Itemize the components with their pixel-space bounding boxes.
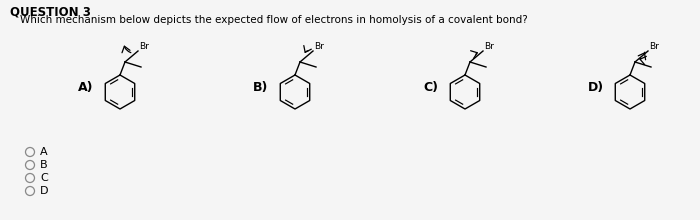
Text: Br: Br [314,42,324,51]
Text: D: D [40,186,48,196]
Text: QUESTION 3: QUESTION 3 [10,5,91,18]
Text: B: B [40,160,48,170]
Text: A): A) [78,81,94,94]
Text: C: C [40,173,48,183]
Text: C): C) [423,81,438,94]
Text: A: A [40,147,48,157]
Text: B): B) [253,81,268,94]
FancyArrowPatch shape [470,51,477,59]
Text: D): D) [588,81,604,94]
Text: Br: Br [649,42,659,51]
FancyArrowPatch shape [640,56,646,64]
Text: Which mechanism below depicts the expected flow of electrons in homolysis of a c: Which mechanism below depicts the expect… [20,15,528,25]
FancyArrowPatch shape [638,52,645,60]
Text: Br: Br [484,42,494,51]
FancyArrowPatch shape [122,46,131,53]
Text: Br: Br [139,42,149,51]
FancyArrowPatch shape [304,46,312,52]
